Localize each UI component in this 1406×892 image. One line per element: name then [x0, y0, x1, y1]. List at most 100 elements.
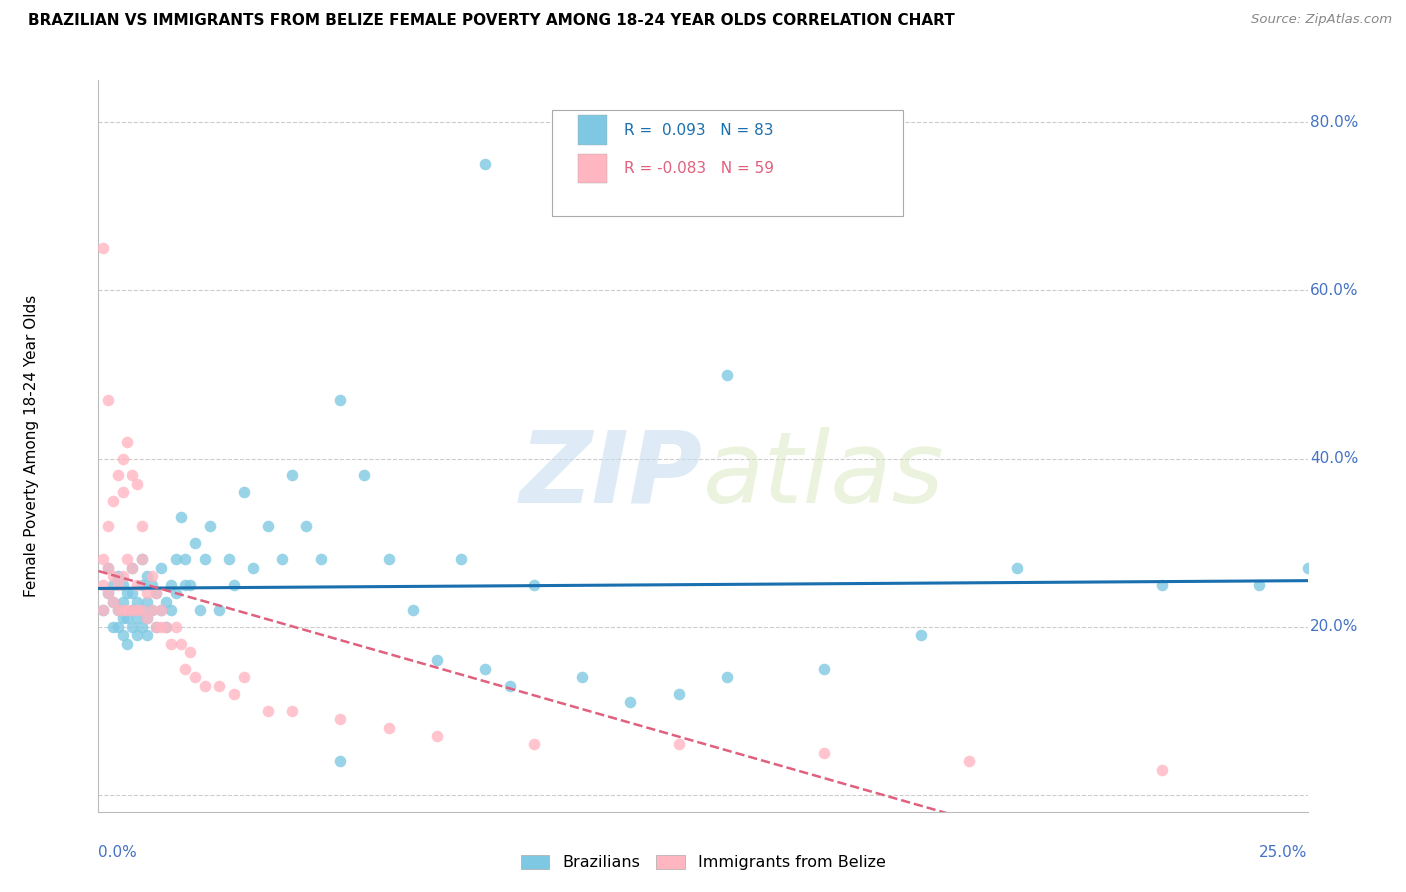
Point [150, 603, 173, 617]
Point [309, 552, 332, 566]
Point [329, 392, 352, 407]
Point [145, 586, 167, 600]
Point [97, 586, 120, 600]
Point [523, 578, 546, 592]
Point [107, 620, 129, 634]
Point [117, 603, 139, 617]
Point [329, 754, 352, 768]
Point [523, 738, 546, 752]
Point [97, 586, 120, 600]
Point [281, 704, 304, 718]
Point [91, 242, 114, 256]
Point [131, 603, 153, 617]
Point [107, 468, 129, 483]
Point [155, 620, 177, 634]
Point [97, 392, 120, 407]
Point [179, 578, 201, 592]
Point [174, 578, 197, 592]
Point [377, 552, 399, 566]
Point [127, 628, 149, 642]
Point [135, 611, 157, 625]
Point [716, 670, 738, 684]
Point [155, 594, 177, 608]
Point [101, 578, 124, 592]
Point [127, 476, 149, 491]
Point [194, 679, 217, 693]
Point [135, 594, 157, 608]
Point [111, 603, 134, 617]
Point [150, 620, 173, 634]
Point [174, 552, 197, 566]
Point [135, 569, 157, 583]
Legend: Brazilians, Immigrants from Belize: Brazilians, Immigrants from Belize [515, 848, 891, 877]
Point [179, 645, 201, 659]
Point [256, 519, 278, 533]
Point [145, 620, 167, 634]
Point [150, 603, 173, 617]
Point [716, 368, 738, 382]
Point [91, 578, 114, 592]
Point [271, 552, 294, 566]
Point [97, 561, 120, 575]
Point [117, 636, 139, 650]
Point [111, 628, 134, 642]
FancyBboxPatch shape [578, 154, 607, 184]
Point [957, 754, 980, 768]
Point [160, 578, 183, 592]
Point [111, 578, 134, 592]
Text: 80.0%: 80.0% [1310, 115, 1358, 130]
Point [121, 603, 143, 617]
Point [198, 519, 221, 533]
Point [1152, 763, 1174, 777]
Point [329, 712, 352, 726]
Point [131, 578, 153, 592]
Point [121, 620, 143, 634]
Point [474, 157, 496, 171]
Point [450, 552, 472, 566]
Point [117, 434, 139, 449]
Point [174, 662, 197, 676]
Text: R =  0.093   N = 83: R = 0.093 N = 83 [624, 122, 773, 137]
Point [107, 569, 129, 583]
Point [165, 586, 187, 600]
Point [121, 586, 143, 600]
Point [141, 603, 163, 617]
Point [295, 519, 318, 533]
Point [232, 670, 254, 684]
Point [145, 586, 167, 600]
Point [107, 603, 129, 617]
Point [150, 561, 173, 575]
Text: 40.0%: 40.0% [1310, 451, 1358, 467]
Point [111, 569, 134, 583]
Point [208, 679, 231, 693]
Point [141, 569, 163, 583]
Point [101, 594, 124, 608]
Point [97, 519, 120, 533]
Point [208, 603, 231, 617]
Point [668, 738, 690, 752]
Point [160, 603, 183, 617]
Text: 60.0%: 60.0% [1310, 283, 1358, 298]
Point [619, 695, 641, 709]
Point [222, 687, 245, 701]
Text: BRAZILIAN VS IMMIGRANTS FROM BELIZE FEMALE POVERTY AMONG 18-24 YEAR OLDS CORRELA: BRAZILIAN VS IMMIGRANTS FROM BELIZE FEMA… [28, 13, 955, 29]
Point [111, 451, 134, 466]
Point [571, 670, 593, 684]
Point [101, 620, 124, 634]
FancyBboxPatch shape [551, 110, 903, 216]
Point [117, 586, 139, 600]
Point [1249, 578, 1271, 592]
Text: atlas: atlas [703, 426, 945, 524]
Point [165, 552, 187, 566]
Point [127, 594, 149, 608]
Point [155, 620, 177, 634]
Point [97, 561, 120, 575]
Point [426, 653, 449, 667]
Point [222, 578, 245, 592]
Point [127, 603, 149, 617]
Point [101, 594, 124, 608]
Point [91, 552, 114, 566]
Point [135, 611, 157, 625]
Point [813, 746, 835, 760]
Text: Source: ZipAtlas.com: Source: ZipAtlas.com [1251, 13, 1392, 27]
